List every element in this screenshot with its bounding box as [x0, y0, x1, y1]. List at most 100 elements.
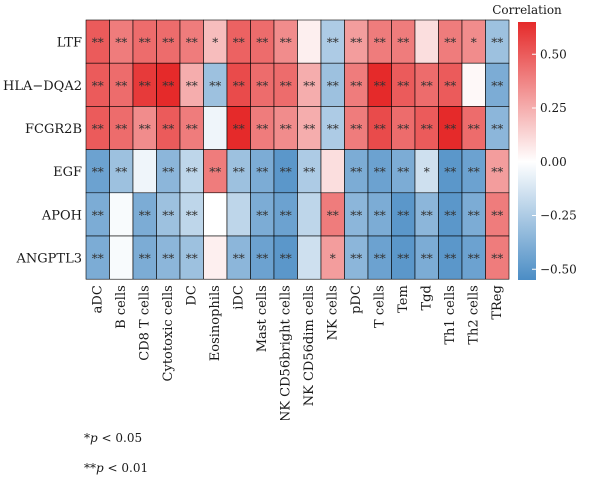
- footnote-p001-p: p: [96, 461, 104, 475]
- significance-mark: **: [350, 165, 362, 179]
- significance-mark: **: [92, 208, 104, 222]
- significance-mark: **: [139, 252, 151, 266]
- significance-mark: **: [256, 208, 268, 222]
- significance-mark: **: [397, 122, 409, 136]
- heatmap-cell: [203, 192, 228, 237]
- significance-mark: **: [186, 122, 198, 136]
- significance-mark: **: [491, 122, 503, 136]
- column-label: NK cells: [326, 285, 341, 340]
- significance-mark: **: [92, 36, 104, 50]
- column-label: NK CD56bright cells: [279, 285, 294, 420]
- significance-mark: **: [233, 165, 245, 179]
- significance-mark: **: [233, 252, 245, 266]
- significance-mark: **: [491, 36, 503, 50]
- significance-mark: **: [444, 36, 456, 50]
- significance-mark: *: [471, 36, 477, 50]
- footnote-p005-text: < 0.05: [97, 431, 143, 445]
- significance-mark: **: [92, 122, 104, 136]
- significance-mark: **: [397, 208, 409, 222]
- significance-mark: **: [397, 252, 409, 266]
- footnote-p001-stars: **: [84, 461, 96, 475]
- significance-mark: **: [162, 208, 174, 222]
- significance-mark: **: [350, 208, 362, 222]
- legend-colorbar: [518, 22, 536, 280]
- significance-mark: **: [280, 165, 292, 179]
- significance-mark: **: [303, 79, 315, 93]
- significance-mark: **: [491, 79, 503, 93]
- significance-mark: **: [92, 79, 104, 93]
- significance-mark: **: [491, 165, 503, 179]
- significance-mark: **: [256, 122, 268, 136]
- significance-mark: **: [350, 79, 362, 93]
- significance-mark: **: [421, 122, 433, 136]
- heatmap-cell: [297, 235, 322, 280]
- significance-mark: **: [139, 122, 151, 136]
- column-label: TReg: [490, 285, 505, 319]
- significance-mark: **: [374, 252, 386, 266]
- significance-mark: **: [397, 165, 409, 179]
- significance-mark: **: [162, 122, 174, 136]
- heatmap-cell: [203, 235, 228, 280]
- significance-mark: **: [444, 79, 456, 93]
- legend-tick-label: 0.00: [540, 155, 567, 169]
- legend-tick-label: −0.25: [540, 209, 577, 223]
- significance-mark: **: [327, 36, 339, 50]
- heatmap-cell: [297, 192, 322, 237]
- significance-mark: **: [327, 208, 339, 222]
- significance-mark: **: [374, 208, 386, 222]
- column-label: Th2 cells: [467, 285, 482, 344]
- legend-title: Correlation: [492, 3, 562, 17]
- significance-mark: **: [491, 252, 503, 266]
- significance-mark: **: [186, 165, 198, 179]
- significance-mark: **: [280, 252, 292, 266]
- significance-mark: **: [162, 36, 174, 50]
- row-label: FCGR2B: [25, 122, 82, 137]
- significance-mark: **: [256, 36, 268, 50]
- significance-mark: **: [468, 208, 480, 222]
- significance-mark: **: [162, 79, 174, 93]
- heatmap-cell: [226, 192, 251, 237]
- row-label: HLA−DQA2: [3, 79, 82, 94]
- significance-mark: **: [256, 79, 268, 93]
- heatmap-cell: [297, 19, 322, 64]
- footnote-p005-stars: *: [84, 431, 90, 445]
- significance-mark: **: [468, 165, 480, 179]
- significance-mark: **: [162, 165, 174, 179]
- significance-mark: **: [491, 208, 503, 222]
- significance-mark: **: [280, 79, 292, 93]
- column-label: Th1 cells: [443, 285, 458, 344]
- footnote-p001: **p < 0.01: [84, 458, 148, 488]
- column-label: T cells: [373, 285, 388, 328]
- legend-tick-label: 0.25: [540, 101, 567, 115]
- legend-tick-label: −0.50: [540, 262, 577, 276]
- row-label: APOH: [41, 208, 82, 223]
- row-label: EGF: [53, 165, 82, 180]
- column-label: iDC: [232, 285, 247, 310]
- column-label: Mast cells: [255, 285, 270, 352]
- column-label: Tem: [396, 285, 411, 313]
- significance-mark: *: [330, 252, 336, 266]
- significance-mark: **: [186, 252, 198, 266]
- significance-mark: **: [397, 79, 409, 93]
- significance-mark: **: [139, 79, 151, 93]
- significance-mark: **: [209, 165, 221, 179]
- significance-mark: **: [139, 36, 151, 50]
- heatmap-cell: [203, 106, 228, 150]
- row-label: LTF: [57, 36, 82, 51]
- significance-mark: **: [374, 79, 386, 93]
- significance-mark: **: [92, 165, 104, 179]
- significance-footnotes: * p < 0.05 **p < 0.01: [84, 428, 148, 488]
- significance-mark: **: [350, 36, 362, 50]
- column-label: Tgd: [420, 285, 435, 310]
- significance-mark: **: [115, 122, 127, 136]
- significance-mark: **: [421, 252, 433, 266]
- significance-mark: **: [350, 252, 362, 266]
- significance-mark: **: [186, 79, 198, 93]
- heatmap-cell: [485, 235, 510, 280]
- significance-mark: **: [444, 122, 456, 136]
- significance-mark: **: [186, 208, 198, 222]
- heatmap-cell: [461, 62, 486, 107]
- significance-mark: **: [327, 79, 339, 93]
- column-label: Eosinophils: [208, 285, 223, 361]
- significance-mark: **: [280, 208, 292, 222]
